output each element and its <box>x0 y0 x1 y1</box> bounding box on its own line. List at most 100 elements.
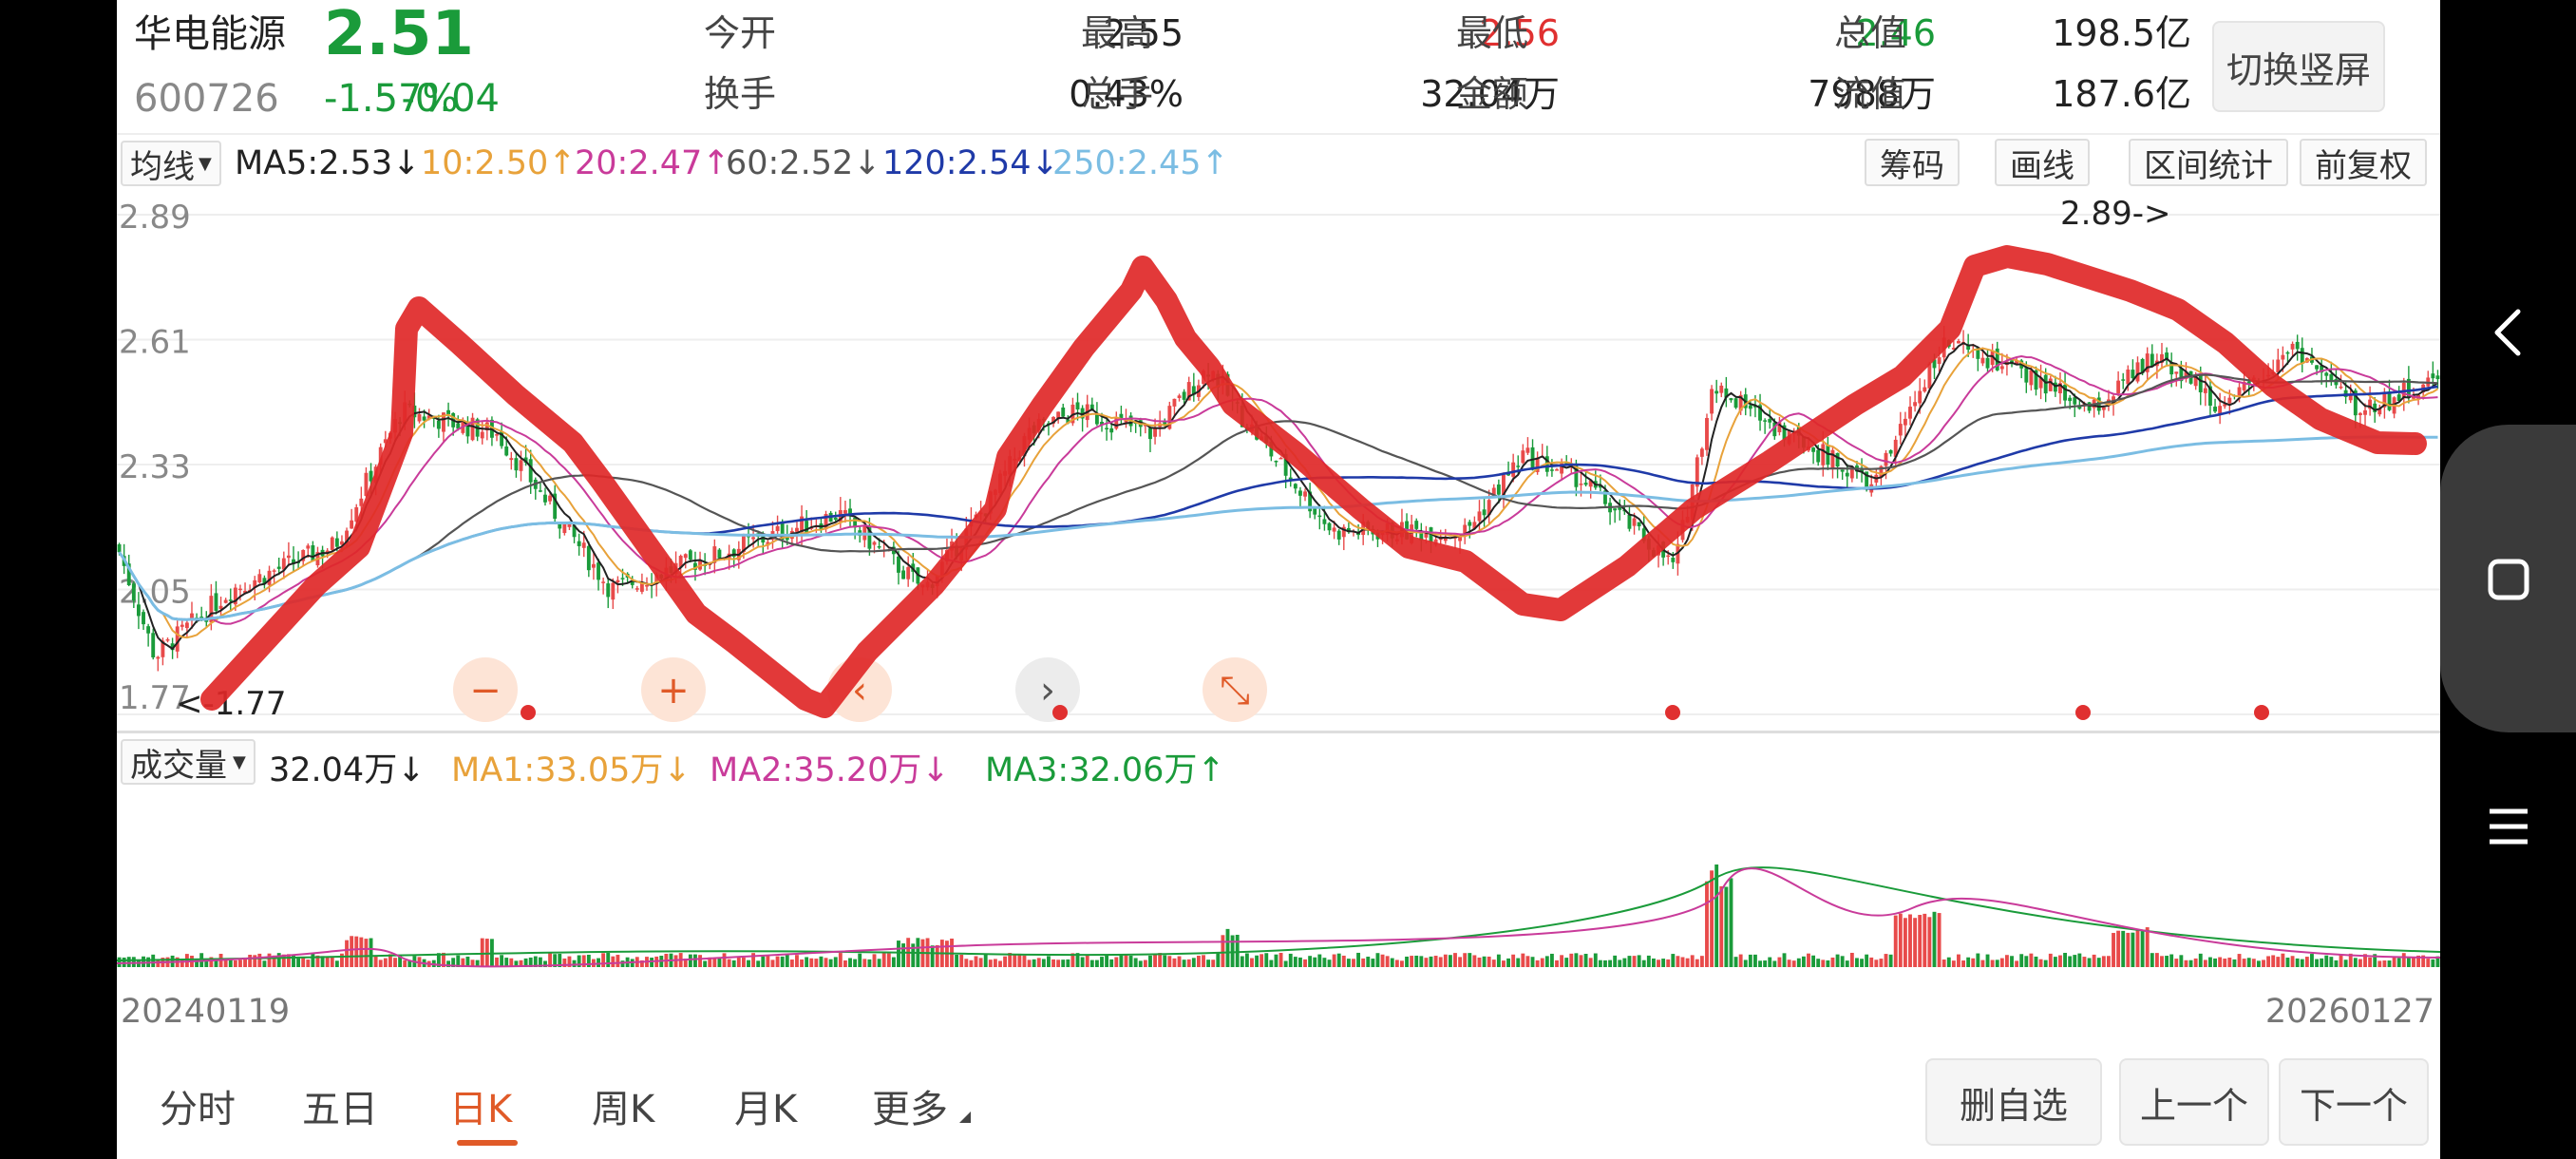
volume-bar <box>2218 957 2223 967</box>
volume-bar <box>1182 960 1186 967</box>
volume-bar <box>1733 957 1738 967</box>
tab-monthly-k[interactable]: 月K <box>734 1088 798 1131</box>
volume-bar <box>2304 957 2309 967</box>
volume-bar <box>1322 958 1327 967</box>
app-frame: 华电能源 2.51 600726 -1.57% -0.04 今开 2.55 换手… <box>117 0 2440 1159</box>
volume-bar <box>553 954 558 967</box>
volume-bar <box>272 955 276 967</box>
volume-bar <box>848 958 852 967</box>
volume-bar <box>620 960 625 967</box>
candle-body <box>465 423 470 437</box>
candle-body <box>519 460 523 471</box>
volume-bar <box>1999 958 2004 967</box>
volume-bar <box>2063 953 2068 967</box>
volume-bar <box>1845 960 1849 967</box>
ma5-line <box>118 341 2439 651</box>
volume-bar <box>1748 954 1752 967</box>
volume-bar <box>267 953 272 967</box>
remove-watchlist-button[interactable]: 删自选 <box>1925 1058 2102 1146</box>
volume-bar <box>2010 956 2014 967</box>
candle-body <box>156 656 161 659</box>
volume-bar <box>1990 960 1995 967</box>
volume-bar <box>1225 928 1230 967</box>
volume-bar <box>2198 953 2203 967</box>
volume-bar <box>315 955 320 967</box>
volume-bar <box>1308 956 1313 967</box>
volume-bar <box>1085 955 1089 967</box>
candle-body <box>165 638 170 641</box>
volume-bar <box>1240 956 1244 967</box>
candle-body <box>1738 394 1743 411</box>
zoom-in-button[interactable] <box>641 657 706 722</box>
volume-bar <box>1352 959 1355 967</box>
volume-bar <box>1375 953 1380 967</box>
draw-line-button[interactable]: 画线 <box>1995 139 2090 186</box>
volume-bar <box>2382 960 2387 967</box>
volume-bar <box>708 957 712 967</box>
volume-bar <box>1840 956 1845 967</box>
candle-body <box>1549 469 1554 471</box>
candle-body <box>369 470 373 482</box>
recents-icon[interactable] <box>2440 779 2576 874</box>
volume-bar <box>1003 956 1008 967</box>
volume-bar <box>2246 958 2251 967</box>
kline-chart[interactable]: 2.892.612.332.051.772.89-><-1.77338.1万 −… <box>117 186 2440 994</box>
candle-body <box>1274 461 1279 463</box>
volume-bar <box>1443 954 1448 967</box>
candle-body <box>751 537 756 540</box>
volume-bar <box>2213 958 2217 967</box>
volume-bar <box>693 954 697 967</box>
next-stock-button[interactable]: 下一个 <box>2279 1058 2429 1146</box>
volume-bar <box>974 956 978 967</box>
volume-bar <box>601 953 606 967</box>
volume-bar <box>1216 953 1221 967</box>
volume-bar <box>1995 960 1999 967</box>
float-value: 187.6亿 <box>2052 73 2191 115</box>
candle-body <box>2435 375 2440 380</box>
volume-indicator-selector[interactable]: 成交量 ▼ <box>121 739 256 785</box>
volume-bar <box>1264 953 1269 967</box>
candle-body <box>2396 394 2401 401</box>
volume-bar <box>519 960 523 967</box>
volume-bar <box>2431 959 2435 967</box>
tab-weekly-k[interactable]: 周K <box>592 1088 655 1131</box>
tab-more[interactable]: 更多 <box>872 1088 948 1131</box>
home-icon[interactable] <box>2440 532 2576 627</box>
candle-body <box>523 457 528 464</box>
candle-body <box>2373 403 2377 412</box>
zoom-in-icon: + <box>657 669 690 712</box>
tab-daily-k[interactable]: 日K <box>449 1088 513 1131</box>
volume-bar <box>2223 959 2227 967</box>
change-amount: -0.04 <box>401 77 501 121</box>
chip-button[interactable]: 筹码 <box>1865 139 1960 186</box>
candle-body <box>276 566 281 569</box>
volume-bar <box>209 957 214 967</box>
pan-right-button[interactable] <box>1015 657 1080 722</box>
range-stats-button[interactable]: 区间统计 <box>2129 139 2288 186</box>
volume-bar <box>1167 956 1172 967</box>
period-high-label: 2.89-> <box>2060 195 2170 233</box>
zoom-out-button[interactable] <box>453 657 518 722</box>
volume-bar <box>761 956 766 967</box>
tab-five-day[interactable]: 五日 <box>302 1088 378 1131</box>
volume-bar <box>2043 960 2048 967</box>
candle-body <box>1865 471 1869 489</box>
volume-bar <box>2015 960 2019 967</box>
volume-bar <box>364 939 369 967</box>
reset-zoom-button[interactable] <box>1203 657 1267 722</box>
volume-bar <box>1100 957 1104 967</box>
tab-intraday[interactable]: 分时 <box>160 1088 236 1131</box>
back-icon[interactable] <box>2440 285 2576 380</box>
ma-selector[interactable]: 均线 ▼ <box>121 141 221 186</box>
adjust-mode-button[interactable]: 前复权 <box>2300 139 2427 186</box>
volume-bar <box>2285 958 2290 967</box>
candle-body <box>1303 491 1307 497</box>
mktcap-label: 总值 <box>1834 12 1907 54</box>
candle-body <box>592 563 596 568</box>
volume-bar <box>611 956 616 967</box>
switch-portrait-button[interactable]: 切换竖屏 <box>2212 21 2385 112</box>
volume-bar <box>1419 956 1424 967</box>
previous-stock-button[interactable]: 上一个 <box>2119 1058 2269 1146</box>
volume-bar <box>727 959 731 967</box>
volume-bar <box>2188 960 2193 967</box>
